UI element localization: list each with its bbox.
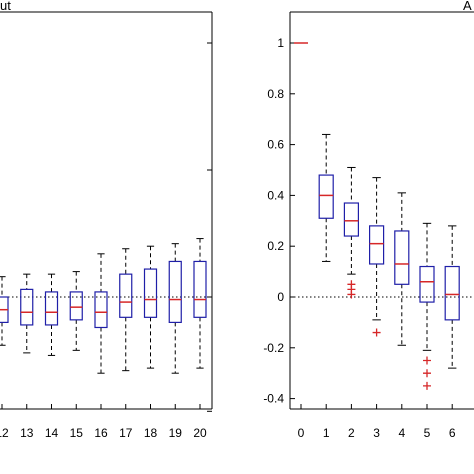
y-tick-label: -0.2 bbox=[263, 341, 284, 355]
x-tick-label: 5 bbox=[424, 426, 431, 440]
outlier-marker bbox=[423, 381, 431, 390]
outlier-marker bbox=[423, 369, 431, 378]
right-plot-title: A bbox=[463, 0, 472, 13]
y-tick-label: 0.4 bbox=[267, 188, 284, 202]
outlier-marker bbox=[423, 356, 431, 365]
box bbox=[318, 174, 334, 219]
box bbox=[143, 268, 158, 318]
left-plot-title: ut bbox=[0, 0, 11, 13]
x-tick-label: 13 bbox=[20, 426, 34, 440]
box bbox=[394, 230, 410, 285]
right-box-plot: -0.4 -0.2 0 0.2 0.4 0.6 0.8 1 0 1 2 3 4 5 6 bbox=[263, 11, 474, 440]
box bbox=[94, 291, 108, 329]
box bbox=[369, 225, 385, 265]
x-tick-label: 15 bbox=[70, 426, 84, 440]
box bbox=[168, 260, 182, 324]
x-tick-label: 18 bbox=[144, 426, 158, 440]
y-tick-label: -0.4 bbox=[263, 392, 284, 406]
x-tick-label: 12 bbox=[0, 426, 9, 440]
x-tick-label: 20 bbox=[193, 426, 207, 440]
x-tick-label: 0 bbox=[298, 426, 305, 440]
y-tick-label: 1 bbox=[277, 36, 284, 50]
box bbox=[119, 273, 133, 318]
box bbox=[44, 291, 59, 326]
x-tick-label: 2 bbox=[348, 426, 355, 440]
box bbox=[69, 291, 83, 321]
y-tick-label: 0.8 bbox=[267, 87, 284, 101]
box bbox=[20, 288, 34, 326]
outlier-marker bbox=[372, 328, 381, 337]
x-tick-label: 1 bbox=[323, 426, 330, 440]
box bbox=[193, 260, 207, 318]
box bbox=[444, 265, 460, 321]
x-tick-label: 14 bbox=[45, 426, 59, 440]
y-tick-label: 0 bbox=[277, 290, 284, 304]
x-tick-label: 4 bbox=[398, 426, 405, 440]
x-tick-label: 16 bbox=[94, 426, 108, 440]
outlier-marker bbox=[347, 290, 356, 299]
x-tick-label: 6 bbox=[449, 426, 456, 440]
x-tick-label: 3 bbox=[373, 426, 380, 440]
box bbox=[419, 265, 435, 303]
left-box-plot: 12 13 14 15 16 17 18 19 20 bbox=[0, 11, 213, 440]
x-tick-label: 17 bbox=[119, 426, 133, 440]
y-tick-label: 0.2 bbox=[267, 239, 284, 253]
box bbox=[343, 202, 359, 237]
x-tick-label: 19 bbox=[169, 426, 183, 440]
y-tick-label: 0.6 bbox=[267, 138, 284, 152]
